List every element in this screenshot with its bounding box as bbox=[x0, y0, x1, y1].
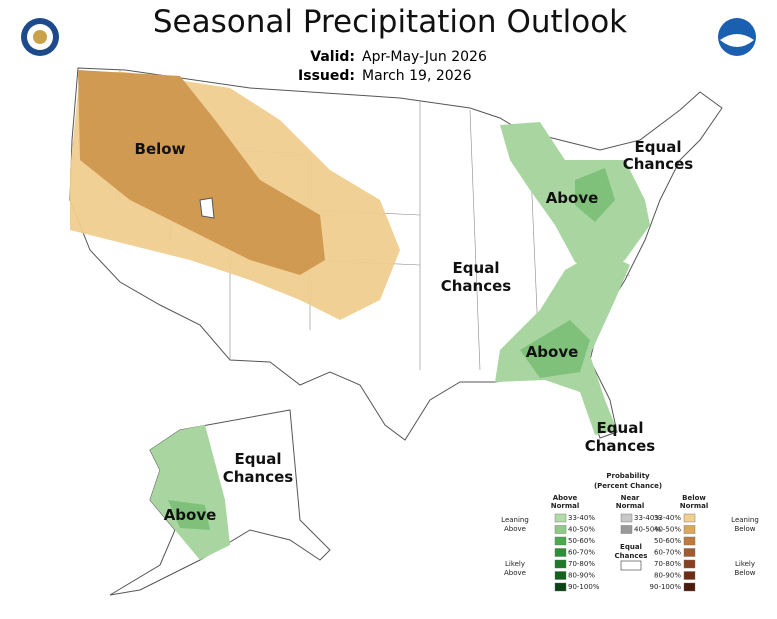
legend-swatch bbox=[554, 525, 567, 534]
legend-level: 60-70% bbox=[568, 549, 595, 557]
legend-level: 40-50% bbox=[654, 526, 681, 534]
legend-group: Likely Below bbox=[734, 560, 755, 577]
legend-level: 40-50% bbox=[634, 526, 661, 534]
above-likely-ak bbox=[168, 500, 210, 530]
legend-heading: Below Normal bbox=[680, 494, 709, 510]
legend-level: 90-100% bbox=[568, 583, 600, 591]
label-equal: Equal Chances bbox=[223, 450, 294, 486]
legend-title: Probability (Percent Chance) bbox=[594, 472, 662, 490]
legend-level: 33-40% bbox=[568, 514, 595, 522]
below-likely bbox=[78, 70, 325, 275]
issued-value: March 19, 2026 bbox=[362, 68, 472, 84]
legend-swatch bbox=[683, 525, 696, 534]
legend-group: Likely Above bbox=[504, 560, 526, 577]
legend-swatch bbox=[554, 571, 567, 580]
valid-label: Valid: bbox=[310, 49, 355, 65]
legend-swatch bbox=[683, 536, 696, 546]
legend-swatch bbox=[620, 513, 633, 523]
legend-swatch bbox=[683, 571, 696, 580]
above-likely-se bbox=[520, 320, 590, 378]
legend-swatch bbox=[554, 536, 567, 546]
legend-level: 80-90% bbox=[568, 572, 595, 580]
label-above: Above bbox=[546, 189, 599, 207]
legend-level: 90-100% bbox=[650, 583, 682, 591]
legend-swatch bbox=[554, 548, 567, 557]
legend-level: 40-50% bbox=[568, 526, 595, 534]
legend-level: 50-60% bbox=[568, 537, 595, 545]
above-leaning-ak bbox=[150, 425, 230, 560]
legend-heading: Near Normal bbox=[616, 494, 645, 510]
legend: Probability (Percent Chance) Above Normal … bbox=[501, 472, 759, 592]
label-below: Below bbox=[135, 140, 186, 158]
legend-swatch bbox=[683, 513, 696, 523]
issued-label: Issued: bbox=[298, 68, 355, 84]
valid-value: Apr-May-Jun 2026 bbox=[362, 49, 487, 65]
legend-level: 70-80% bbox=[654, 560, 681, 568]
label-above: Above bbox=[164, 506, 217, 524]
legend-swatch bbox=[620, 560, 642, 571]
legend-swatch bbox=[683, 582, 696, 592]
legend-swatch bbox=[554, 582, 567, 592]
legend-level: 80-90% bbox=[654, 572, 681, 580]
legend-level: 60-70% bbox=[654, 549, 681, 557]
map-labels: Below Above Above Above Equal Chances Equ… bbox=[135, 138, 694, 524]
legend-level: 33-40% bbox=[654, 514, 681, 522]
legend-swatch bbox=[554, 513, 567, 523]
legend-level: 70-80% bbox=[568, 560, 595, 568]
title: Seasonal Precipitation Outlook bbox=[153, 4, 627, 40]
label-equal: Equal Chances bbox=[585, 419, 656, 455]
above-likely-ne bbox=[575, 168, 615, 222]
legend-swatch bbox=[683, 548, 696, 557]
legend-swatch bbox=[554, 559, 567, 569]
legend-equal: Equal Chances bbox=[615, 543, 648, 560]
legend-group: Leaning Above bbox=[501, 516, 529, 533]
legend-group: Leaning Below bbox=[731, 516, 759, 533]
legend-swatch bbox=[683, 559, 696, 569]
label-equal: Equal Chances bbox=[441, 259, 512, 295]
label-equal: Equal Chances bbox=[623, 138, 694, 173]
legend-swatch bbox=[620, 525, 633, 534]
label-above: Above bbox=[526, 343, 579, 361]
legend-level: 50-60% bbox=[654, 537, 681, 545]
legend-level: 33-40% bbox=[634, 514, 661, 522]
legend-heading: Above Normal bbox=[551, 494, 580, 510]
